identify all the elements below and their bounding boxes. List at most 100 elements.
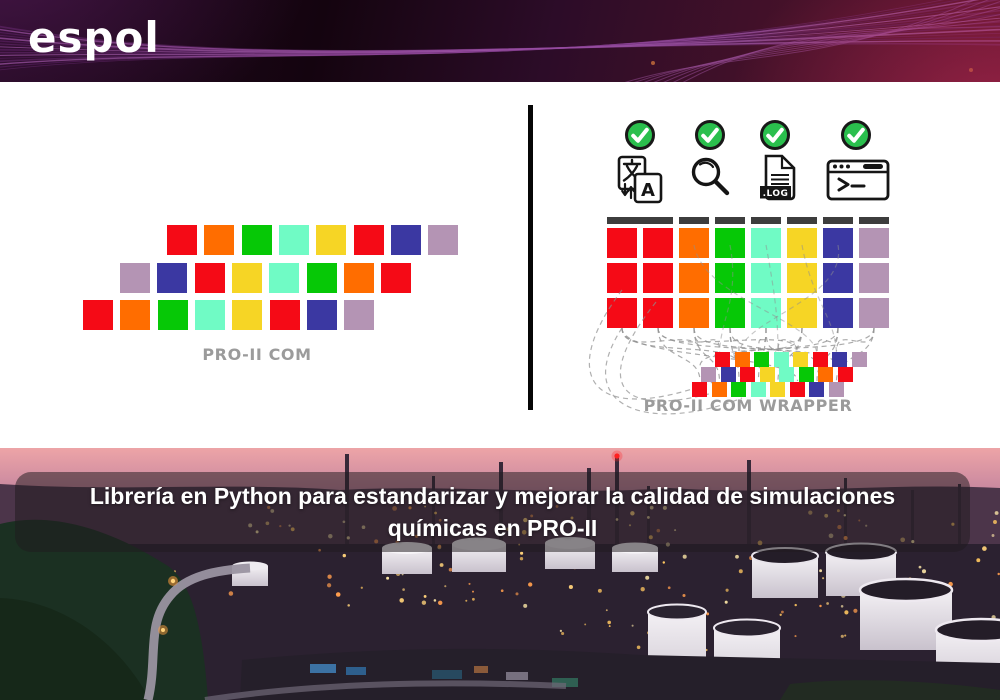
color-square — [306, 300, 337, 330]
color-square — [241, 225, 272, 255]
refinery-photo: Librería en Python para estandarizar y m… — [0, 448, 1000, 700]
column-header-bar — [607, 217, 673, 224]
translate-icon: A — [617, 155, 663, 204]
color-square — [787, 298, 817, 328]
mini-color-square — [750, 382, 766, 397]
espol-header: espol — [0, 0, 1000, 82]
mini-color-square — [759, 367, 775, 382]
mini-color-square — [798, 367, 814, 382]
mini-color-square — [734, 352, 750, 367]
color-square — [751, 298, 781, 328]
color-square — [859, 298, 889, 328]
mini-color-square — [692, 382, 707, 397]
mini-color-square — [828, 382, 844, 397]
mini-color-square — [832, 352, 847, 367]
grass-patch — [780, 680, 1000, 700]
color-square — [120, 262, 150, 293]
mini-color-square — [740, 367, 755, 382]
mini-color-square — [720, 367, 736, 382]
color-square — [823, 228, 853, 258]
chimney-warning-light — [614, 453, 620, 459]
mini-color-square — [754, 352, 769, 367]
color-square — [381, 262, 412, 293]
mini-color-square — [818, 367, 833, 382]
color-square — [316, 225, 347, 255]
color-square — [751, 228, 781, 258]
column-header-bar — [787, 217, 817, 224]
terminal-icon — [826, 159, 890, 201]
color-square — [231, 262, 262, 293]
color-square — [643, 228, 673, 258]
color-square — [679, 298, 709, 328]
mini-color-square — [789, 382, 805, 397]
color-square — [643, 263, 673, 293]
color-square — [859, 263, 889, 293]
mini-color-square — [809, 382, 824, 397]
column-header-bar — [823, 217, 853, 224]
title-line-1: Librería en Python para estandarizar y m… — [89, 483, 896, 509]
wrapper-mini-diagram — [692, 352, 877, 398]
color-square — [607, 263, 637, 293]
color-square — [269, 300, 300, 330]
check-icon — [625, 120, 655, 150]
color-square — [157, 262, 188, 293]
wrapper-sorted-grid — [607, 217, 889, 329]
mini-color-square — [770, 382, 785, 397]
color-square — [167, 225, 197, 255]
color-square — [607, 228, 637, 258]
log-file-icon: .LOG — [760, 154, 796, 201]
mini-color-square — [837, 367, 853, 382]
color-square — [194, 262, 225, 293]
column-header-bar — [751, 217, 781, 224]
mini-color-square — [793, 352, 808, 367]
color-square — [787, 263, 817, 293]
color-square — [679, 228, 709, 258]
color-square — [157, 300, 188, 330]
color-square — [787, 228, 817, 258]
lower-road — [204, 680, 567, 700]
color-square — [232, 300, 263, 330]
mini-color-square — [731, 382, 746, 397]
mini-color-square — [851, 352, 867, 367]
mini-color-square — [773, 352, 789, 367]
mini-color-square — [701, 367, 716, 382]
mini-color-square — [715, 352, 730, 367]
color-square — [390, 225, 421, 255]
svg-text:.LOG: .LOG — [763, 189, 789, 199]
check-icon — [695, 120, 725, 150]
color-square — [269, 262, 300, 293]
column-header-bar — [859, 217, 889, 224]
yard-vehicles — [310, 664, 578, 687]
color-square — [428, 225, 459, 255]
column-header-bar — [679, 217, 709, 224]
column-header-bar — [715, 217, 745, 224]
espol-logo: espol — [28, 13, 160, 62]
title-banner: Librería en Python para estandarizar y m… — [15, 472, 970, 552]
color-square — [344, 300, 375, 330]
pro-ii-com-label: PRO-II COM — [202, 345, 312, 364]
header-glow — [0, 0, 1000, 82]
color-square — [607, 298, 637, 328]
access-road — [143, 563, 251, 700]
forest-hill-shadow — [0, 598, 150, 700]
divider-line — [528, 105, 533, 410]
mini-color-square — [779, 367, 794, 382]
color-square — [120, 300, 151, 330]
mini-color-square — [812, 352, 828, 367]
color-square — [194, 300, 225, 330]
check-icon — [841, 120, 871, 150]
mini-color-square — [711, 382, 727, 397]
pro-ii-com-wrapper-label: PRO-II COM WRAPPER — [643, 396, 853, 415]
color-square — [83, 300, 113, 330]
color-square — [679, 263, 709, 293]
color-square — [823, 263, 853, 293]
color-square — [306, 262, 337, 293]
title-line-2: químicas en PRO-II — [387, 515, 598, 541]
color-square — [278, 225, 309, 255]
color-square — [204, 225, 235, 255]
color-square — [823, 298, 853, 328]
color-square — [353, 225, 384, 255]
svg-text:A: A — [641, 180, 655, 201]
color-square — [859, 228, 889, 258]
